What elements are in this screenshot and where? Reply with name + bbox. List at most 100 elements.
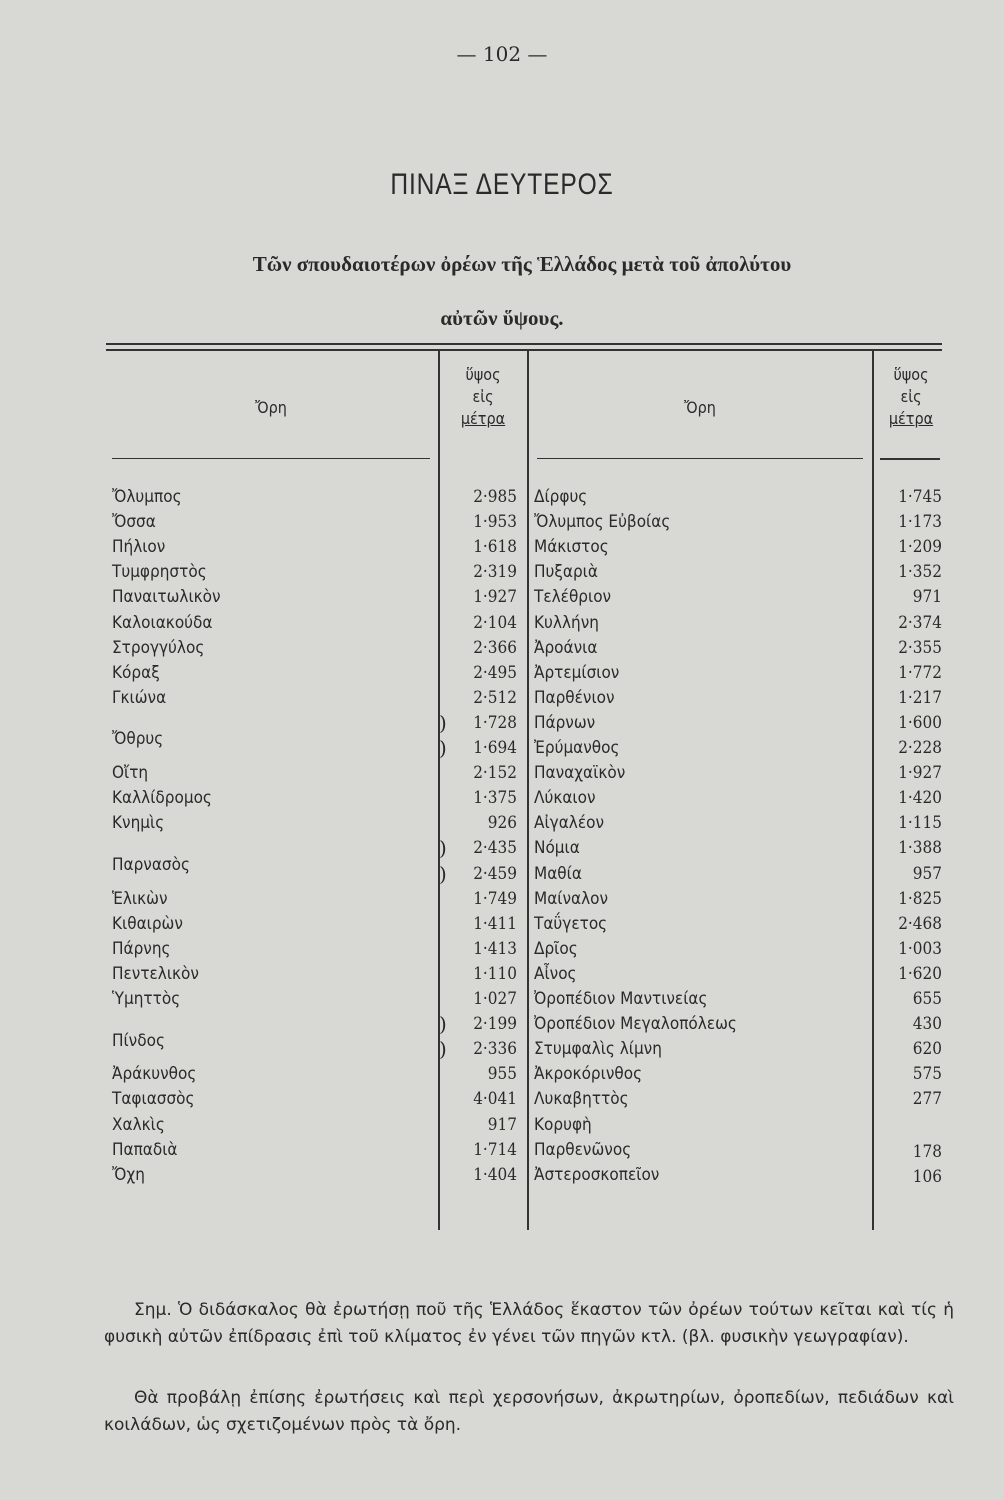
bracket-mark: ): [439, 710, 447, 735]
mountain-height: [861, 1115, 942, 1140]
mountain-name: Κνημὶς: [112, 813, 165, 834]
mountain-name: Στυμφαλὶς λίμνη: [534, 1039, 662, 1060]
header-rule: [112, 458, 430, 459]
header-mountains-right: Ὄρη: [684, 398, 716, 417]
column-divider: [872, 350, 874, 1230]
mountain-height: 1·927: [898, 763, 942, 784]
header-height-right: ὕψος εἰς μέτρα: [880, 364, 943, 430]
mountain-height: 1·375: [473, 788, 517, 809]
mountain-height: 926: [487, 813, 517, 834]
mountain-name: Ὀροπέδιον Μεγαλοπόλεως: [534, 1014, 737, 1035]
mountain-name: Ταφιασσὸς: [112, 1089, 195, 1110]
subtitle-line-1: Τῶν σπουδαιοτέρων ὀρέων τῆς Ἑλλάδος μετὰ…: [252, 252, 792, 276]
mountain-height: 2·319: [473, 562, 517, 583]
mountain-height: 2·468: [898, 913, 942, 934]
mountain-name: Γκιώνα: [112, 687, 167, 708]
mountain-name: Πεντελικὸν: [112, 963, 199, 984]
header-rule: [880, 458, 940, 460]
header-rule: [537, 458, 863, 459]
mountain-name: Παρνασὸς: [112, 854, 190, 875]
mountain-height: 1·618: [473, 537, 517, 558]
mountain-height: 1·694: [473, 738, 517, 758]
mountain-name: Παναχαϊκὸν: [534, 763, 626, 784]
mountain-name: Μαίναλον: [534, 888, 609, 909]
mountain-height: 1·420: [898, 788, 942, 809]
table-top-rule: [106, 343, 942, 345]
mountain-name: Παπαδιὰ: [112, 1139, 178, 1160]
bracket-mark: ): [439, 1012, 447, 1037]
mountain-height: 1·209: [898, 537, 942, 558]
mountain-name: Δρῖος: [534, 938, 578, 959]
mountain-height: 655: [912, 989, 942, 1009]
mountain-name: Νόμια: [534, 838, 580, 859]
column-divider: [527, 350, 529, 1230]
mountain-name: Καλλίδρομος: [112, 788, 212, 809]
mountain-name: Μαθία: [534, 863, 582, 884]
mountain-height: 620: [912, 1039, 942, 1060]
mountain-name: Ἀστεροσκοπεῖον: [534, 1164, 660, 1185]
mountain-name: Ἀρτεμίσιον: [534, 662, 620, 683]
mountain-name: Ὄλυμπος Εὐβοίας: [534, 512, 671, 533]
mountain-name: Ὑμηττὸς: [112, 989, 181, 1009]
mountain-height: 1·600: [898, 712, 942, 733]
mountain-height: 1·173: [898, 512, 942, 533]
mountain-height: 2·152: [473, 763, 517, 784]
mountain-height: 1·745: [898, 487, 942, 507]
mountain-height: 430: [912, 1014, 942, 1035]
mountain-name: Πάρνων: [534, 712, 596, 733]
mountain-height: 1·352: [898, 562, 942, 583]
table-top-rule-2: [106, 349, 942, 351]
mountain-height: 2·366: [473, 637, 517, 658]
mountain-name: Πίνδος: [112, 1030, 165, 1051]
mountain-name: Οἴτη: [112, 763, 149, 784]
mountain-height: 971: [912, 587, 942, 608]
mountain-name: Τυμφρηστὸς: [112, 562, 207, 583]
mountain-height: 917: [487, 1114, 517, 1135]
mountain-name: Ὄλυμπος: [112, 487, 182, 507]
bracket-mark: ): [439, 1037, 447, 1062]
mountain-height: 1·772: [898, 662, 942, 683]
header-mountains-left: Ὄρη: [255, 398, 287, 417]
mountain-height: 2·374: [898, 612, 942, 633]
mountain-height: 957: [912, 863, 942, 884]
mountain-name: Κορυφὴ: [534, 1114, 592, 1135]
mountain-name: Ὀροπέδιον Μαντινείας: [534, 989, 708, 1009]
mountain-name: Ὄχη: [112, 1164, 145, 1185]
mountain-name: Ὄσσα: [112, 512, 156, 533]
mountain-name: Τελέθριον: [534, 587, 612, 608]
mountain-name: Λύκαιον: [534, 788, 596, 809]
note-paragraph-1: Σημ. Ὁ διδάσκαλος θὰ ἐρωτήσῃ ποῦ τῆς Ἑλλ…: [104, 1300, 954, 1347]
mountain-height: 955: [487, 1064, 517, 1085]
mountain-height: 178: [912, 1142, 942, 1163]
mountain-name: Λυκαβηττὸς: [534, 1089, 629, 1110]
mountain-height: 1·714: [473, 1139, 517, 1160]
mountain-height: 1·115: [898, 813, 942, 834]
mountain-height: 1·404: [473, 1164, 517, 1185]
mountain-name: Κιθαιρὼν: [112, 913, 183, 934]
mountain-name: Στρογγύλος: [112, 637, 205, 658]
page-number: — 102 —: [456, 42, 548, 66]
mountain-height: 2·985: [473, 487, 517, 507]
mountain-height: 575: [912, 1064, 942, 1085]
mountain-height: 4·041: [473, 1089, 517, 1110]
mountain-height: 1·411: [473, 913, 517, 934]
note-paragraph-2: Θὰ προβάλῃ ἐπίσης ἐρωτήσεις καὶ περὶ χερ…: [104, 1388, 954, 1435]
mountain-name: Μάκιστος: [534, 537, 609, 558]
subtitle-line-2: αὐτῶν ὕψους.: [440, 306, 564, 330]
mountain-name: Αἶνος: [534, 963, 577, 984]
header-text: μέτρα: [888, 409, 934, 428]
mountain-height: 1·217: [898, 687, 942, 708]
mountain-name: Δίρφυς: [534, 487, 588, 507]
mountain-height: 106: [912, 1167, 942, 1188]
mountain-height: 2·104: [473, 612, 517, 633]
mountain-height: 2·459: [473, 863, 517, 884]
bracket-mark: ): [439, 736, 447, 760]
mountain-height: 2·495: [473, 662, 517, 683]
mountain-height: 2·228: [898, 738, 942, 758]
mountain-height: 1·927: [473, 587, 517, 608]
mountain-name: Χαλκὶς: [112, 1114, 165, 1135]
mountain-height: 2·199: [473, 1014, 517, 1035]
mountain-height: 1·620: [898, 963, 942, 984]
header-text: ὕψος: [465, 365, 501, 384]
mountain-height: 1·728: [473, 712, 517, 733]
